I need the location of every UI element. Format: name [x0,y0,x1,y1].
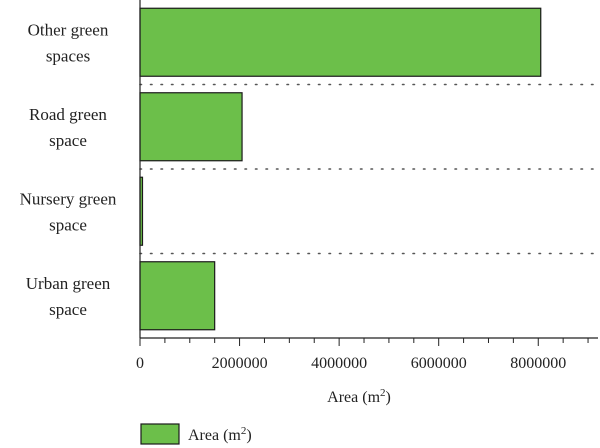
axis-label-part: 2 [241,425,247,437]
category-label: Other green spaces [28,20,109,65]
bars [139,7,542,331]
bar [139,92,243,162]
category-label-line: Road green [29,105,107,124]
legend-label: Area (m2) [188,425,252,444]
axis-label-part: ) [386,389,391,406]
category-label: Road green space [29,105,107,150]
x-tick-label: 2000000 [212,355,268,372]
x-tick-label: 6000000 [411,355,467,372]
category-label-line: space [49,131,87,150]
category-label: Nursery green space [20,189,117,234]
x-axis-label: Area (m2) [327,387,391,406]
category-label-line: spaces [46,46,90,65]
category-label-line: Other green [28,20,109,39]
legend: Area (m2) [140,423,252,445]
bar [139,261,216,331]
category-label-line: space [49,300,87,319]
x-tick-label: 0 [136,355,144,372]
bar [139,7,542,77]
x-tick-label: 8000000 [510,355,566,372]
category-label-line: space [49,215,87,234]
category-label-line: Nursery green [20,189,117,208]
x-tick-label: 4000000 [311,355,367,372]
x-axis: 0 2000000 4000000 6000000 8000000 [136,0,598,372]
axis-label-part: ) [246,427,251,444]
axis-label-part: Area (m [327,389,380,406]
category-label: Urban green space [26,274,111,319]
axis-label-part: 2 [380,387,386,399]
axis-label-part: Area (m [188,427,241,444]
category-label-line: Urban green [26,274,111,293]
legend-swatch [140,423,180,445]
